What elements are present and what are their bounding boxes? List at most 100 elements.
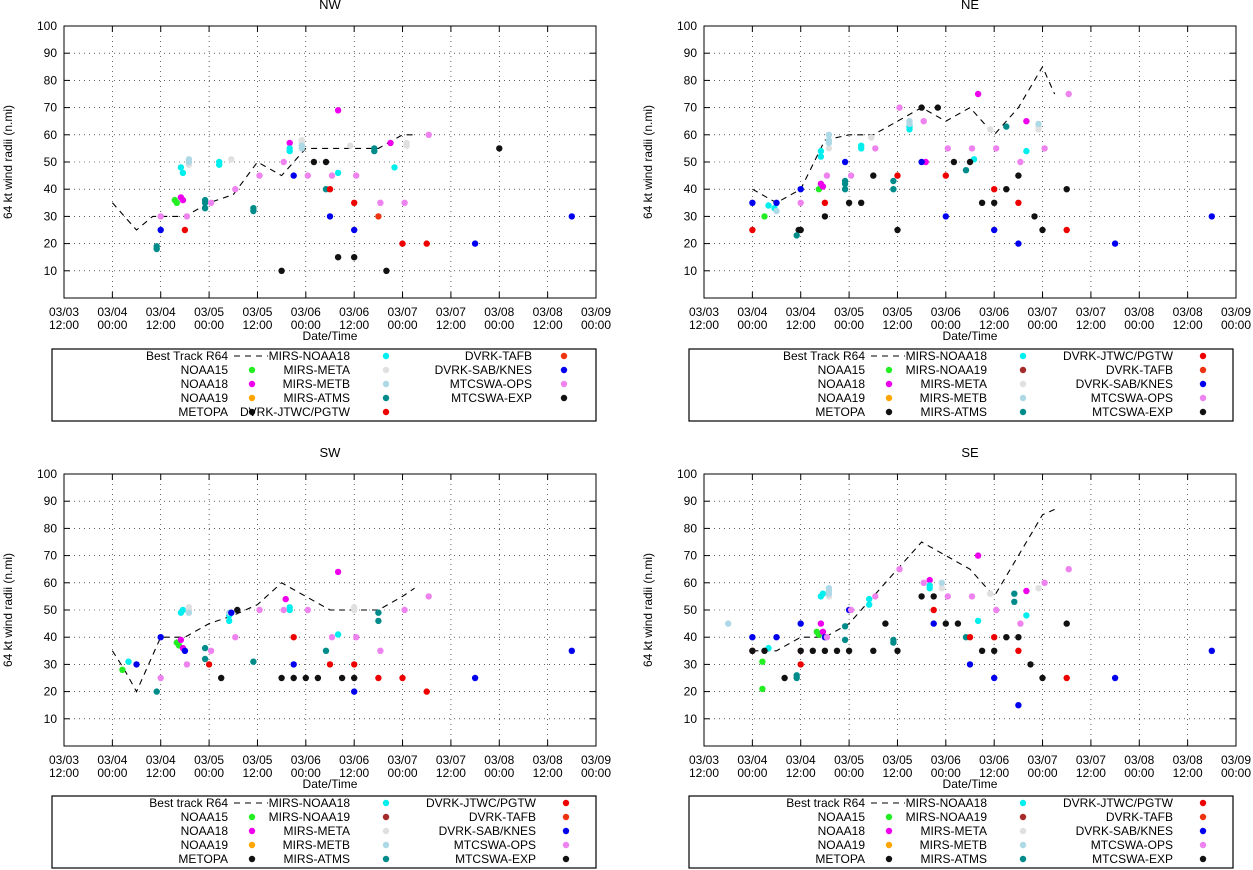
x-tick-label-date: 03/04 (786, 305, 816, 319)
data-point (966, 634, 974, 641)
x-tick-label-time: 12:00 (146, 766, 176, 780)
data-point (974, 552, 982, 559)
legend-marker (885, 841, 893, 849)
x-tick-label-time: 12:00 (1173, 318, 1203, 332)
data-point (125, 658, 132, 665)
data-point (326, 661, 334, 668)
legend-label: METOPA (178, 405, 228, 419)
series-noaa15 (119, 639, 183, 673)
data-point (1039, 674, 1046, 682)
data-point (1023, 612, 1030, 619)
legend-marker (1199, 408, 1207, 416)
data-point (205, 661, 213, 668)
y-tick-label: 100 (37, 19, 57, 33)
data-point (926, 576, 933, 584)
legend-marker (1199, 394, 1207, 402)
data-point (825, 137, 833, 144)
data-point (825, 585, 833, 592)
data-point (425, 131, 432, 138)
data-point (872, 145, 879, 152)
x-tick-label-time: 12:00 (1076, 318, 1106, 332)
data-point (845, 647, 853, 654)
data-point (278, 267, 285, 274)
legend-marker (1199, 813, 1207, 821)
data-point (326, 213, 334, 220)
y-tick-label: 100 (677, 19, 697, 33)
data-point (765, 202, 772, 209)
data-point (823, 172, 831, 179)
legend-marker (1199, 827, 1207, 835)
x-tick-label-date: 03/08 (1124, 305, 1154, 319)
data-point (1015, 240, 1022, 247)
x-tick-label-date: 03/04 (737, 753, 767, 767)
y-tick-label: 20 (684, 685, 698, 699)
series-noaa18 (177, 107, 394, 204)
legend-label: MTCSWA-EXP (451, 391, 532, 405)
data-point (256, 606, 263, 614)
legend-label: NOAA15 (818, 363, 866, 377)
series-dvrk-jtwc-pgtw (205, 634, 430, 695)
data-point (930, 620, 937, 627)
legend-label: Best Track R64 (146, 349, 228, 363)
legend-marker (1019, 855, 1027, 863)
x-tick-label-date: 03/06 (291, 753, 321, 767)
data-point (1208, 213, 1216, 220)
data-point (872, 593, 879, 600)
legend-label: MIRS-META (284, 363, 350, 377)
x-tick-label-date: 03/03 (49, 753, 79, 767)
data-point (177, 164, 185, 171)
data-point (821, 199, 829, 206)
data-point (298, 142, 305, 149)
legend-marker (248, 813, 256, 821)
series-dvrk-sab-knes (749, 606, 1216, 709)
data-point (1003, 123, 1010, 130)
data-point (823, 634, 831, 641)
x-tick-label-date: 03/07 (388, 753, 418, 767)
data-point (894, 172, 901, 179)
series-mtcswa-exp (797, 104, 1070, 234)
x-tick-label-date: 03/07 (1028, 305, 1058, 319)
data-point (938, 579, 945, 586)
data-point (387, 139, 394, 147)
data-point (314, 674, 322, 682)
data-point (942, 620, 949, 627)
legend-label: METOPA (815, 405, 865, 419)
legend-label: Best track R64 (786, 796, 865, 810)
legend-label: MIRS-NOAA18 (269, 796, 351, 810)
data-point (179, 606, 187, 614)
x-tick-label-time: 12:00 (436, 766, 466, 780)
data-point (228, 609, 235, 616)
y-tick-label: 60 (684, 576, 698, 590)
y-tick-label: 90 (44, 46, 58, 60)
data-point (819, 628, 827, 635)
data-point (858, 145, 865, 152)
data-point (944, 593, 951, 600)
data-point (942, 172, 949, 179)
data-point (991, 199, 998, 206)
data-point (1063, 620, 1070, 627)
data-point (334, 254, 342, 261)
data-point (298, 137, 305, 144)
data-point (399, 674, 406, 682)
y-tick-label: 30 (44, 657, 58, 671)
x-tick-label-time: 00:00 (581, 318, 611, 332)
y-tick-label: 90 (684, 494, 698, 508)
x-tick-label-time: 00:00 (834, 318, 864, 332)
x-tick-label-date: 03/08 (1124, 753, 1154, 767)
data-point (991, 647, 998, 654)
data-point (930, 606, 937, 614)
data-point (334, 107, 342, 114)
legend-marker (248, 841, 256, 849)
x-tick-label-time: 00:00 (834, 766, 864, 780)
x-tick-label-date: 03/06 (931, 753, 961, 767)
x-tick-label-time: 12:00 (339, 318, 369, 332)
data-point (282, 595, 289, 603)
legend-label: DVRK-SAB/KNES (1076, 824, 1173, 838)
legend-box (688, 795, 1234, 869)
chart-title: SW (320, 445, 342, 460)
data-point (286, 139, 293, 147)
legend-marker (1199, 352, 1207, 360)
data-point (1027, 661, 1034, 668)
data-point (334, 631, 342, 638)
